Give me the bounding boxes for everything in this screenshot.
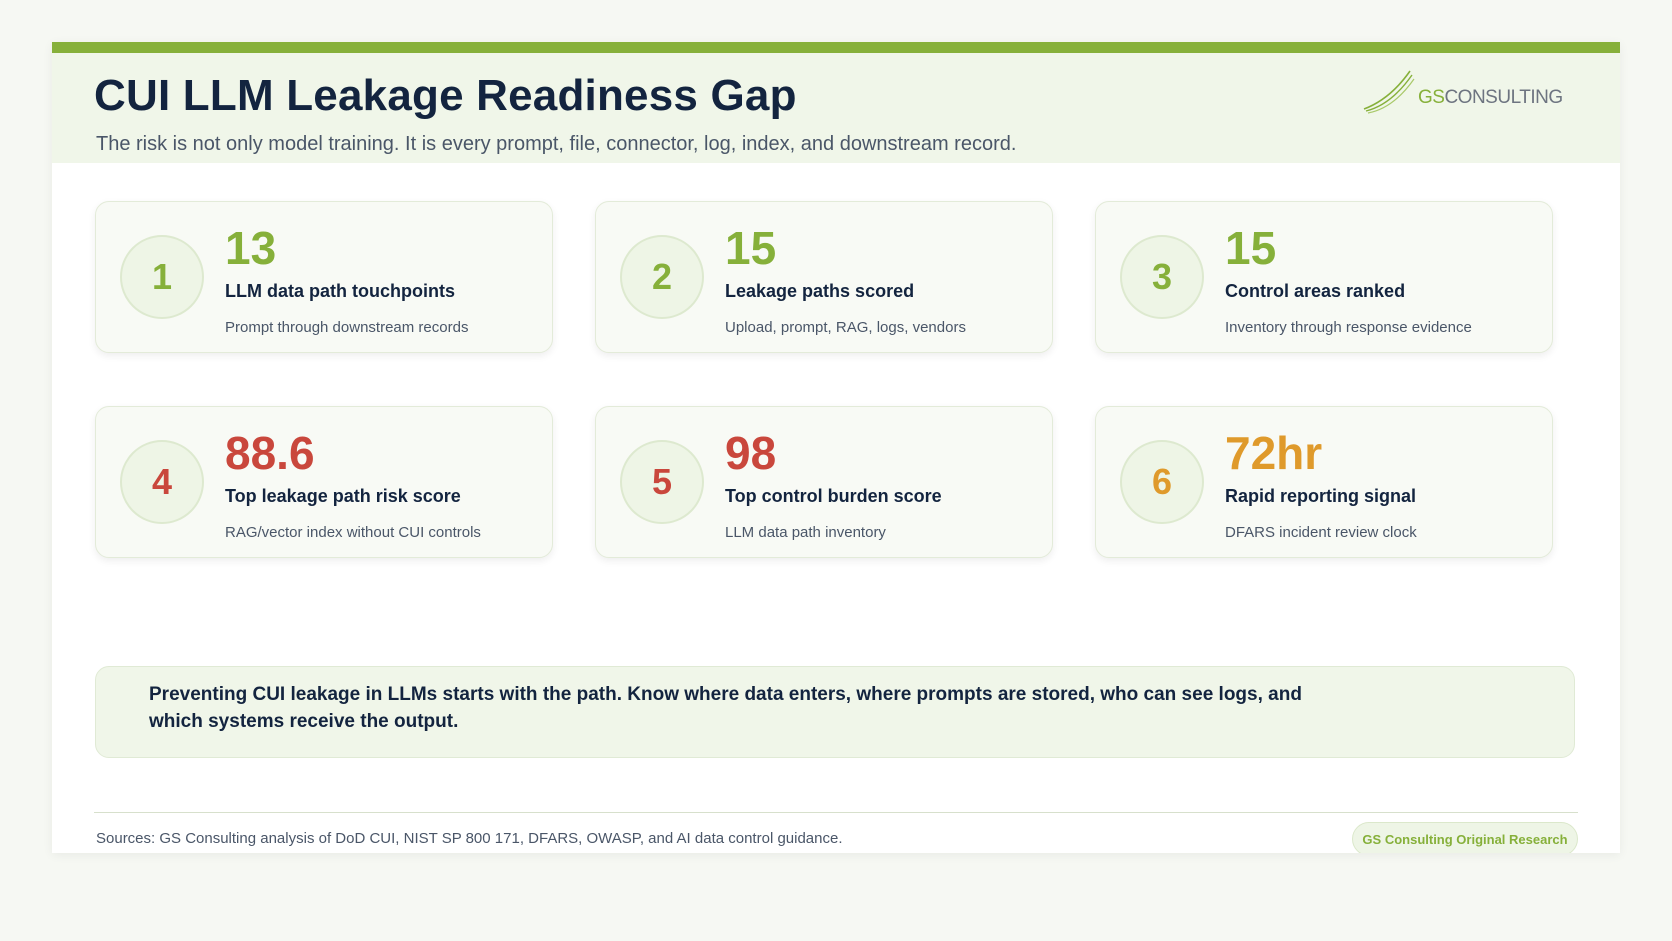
card-description: DFARS incident review clock bbox=[1225, 524, 1417, 541]
card-value: 13 bbox=[225, 222, 277, 274]
accent-bar bbox=[52, 42, 1620, 53]
gs-consulting-logo: GSCONSULTING bbox=[1362, 67, 1563, 115]
sources-note: Sources: GS Consulting analysis of DoD C… bbox=[96, 830, 843, 847]
original-research-badge: GS Consulting Original Research bbox=[1352, 822, 1578, 853]
stat-card: 1 13 LLM data path touchpoints Prompt th… bbox=[95, 201, 553, 353]
card-value: 88.6 bbox=[225, 427, 315, 479]
card-number-badge: 3 bbox=[1120, 235, 1204, 319]
card-number-badge: 5 bbox=[620, 440, 704, 524]
page-subtitle: The risk is not only model training. It … bbox=[96, 133, 1017, 155]
stat-card: 6 72hr Rapid reporting signal DFARS inci… bbox=[1095, 406, 1553, 558]
stat-card: 3 15 Control areas ranked Inventory thro… bbox=[1095, 201, 1553, 353]
stat-card: 5 98 Top control burden score LLM data p… bbox=[595, 406, 1053, 558]
swoosh-icon bbox=[1363, 70, 1415, 114]
card-number-badge: 1 bbox=[120, 235, 204, 319]
card-label: Control areas ranked bbox=[1225, 281, 1406, 301]
card-value: 98 bbox=[725, 427, 777, 479]
card-number-badge: 6 bbox=[1120, 440, 1204, 524]
header: CUI LLM Leakage Readiness Gap The risk i… bbox=[52, 53, 1620, 163]
stat-card: 2 15 Leakage paths scored Upload, prompt… bbox=[595, 201, 1053, 353]
card-label: LLM data path touchpoints bbox=[225, 281, 455, 301]
card-value: 15 bbox=[725, 222, 777, 274]
card-label: Leakage paths scored bbox=[725, 281, 915, 301]
callout-text: Preventing CUI leakage in LLMs starts wi… bbox=[149, 684, 1302, 732]
callout-box: Preventing CUI leakage in LLMs starts wi… bbox=[95, 666, 1575, 758]
card-description: LLM data path inventory bbox=[725, 524, 886, 541]
card-label: Top leakage path risk score bbox=[225, 486, 461, 506]
card-description: RAG/vector index without CUI controls bbox=[225, 524, 481, 541]
card-label: Rapid reporting signal bbox=[1225, 486, 1417, 506]
slide: CUI LLM Leakage Readiness Gap The risk i… bbox=[52, 42, 1620, 853]
card-description: Inventory through response evidence bbox=[1225, 319, 1472, 336]
card-label: Top control burden score bbox=[725, 486, 942, 506]
card-value: 72hr bbox=[1225, 427, 1323, 479]
stat-card: 4 88.6 Top leakage path risk score RAG/v… bbox=[95, 406, 553, 558]
card-description: Prompt through downstream records bbox=[225, 319, 469, 336]
logo-text: GSCONSULTING bbox=[1418, 87, 1563, 108]
card-number-badge: 4 bbox=[120, 440, 204, 524]
footer-divider bbox=[94, 812, 1578, 813]
page-title: CUI LLM Leakage Readiness Gap bbox=[94, 71, 797, 120]
card-number-badge: 2 bbox=[620, 235, 704, 319]
card-description: Upload, prompt, RAG, logs, vendors bbox=[725, 319, 966, 336]
card-value: 15 bbox=[1225, 222, 1277, 274]
